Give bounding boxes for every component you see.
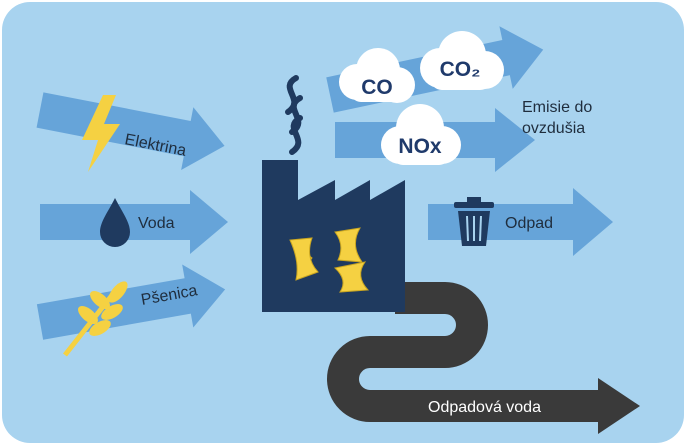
- gas-label: CO₂: [440, 58, 481, 81]
- emission-label: ovzdušia: [522, 120, 585, 137]
- gas-label: NOx: [398, 135, 442, 158]
- output-label: Odpadová voda: [428, 399, 541, 416]
- output-label: Odpad: [505, 215, 553, 232]
- page: Elektrina Voda Pšenica CO CO₂ NOx Emisie…: [0, 0, 686, 445]
- input-label: Voda: [138, 215, 175, 232]
- emission-label: Emisie do: [522, 99, 592, 116]
- diagram: Elektrina Voda Pšenica CO CO₂ NOx Emisie…: [0, 0, 686, 445]
- gas-label: CO: [361, 76, 393, 99]
